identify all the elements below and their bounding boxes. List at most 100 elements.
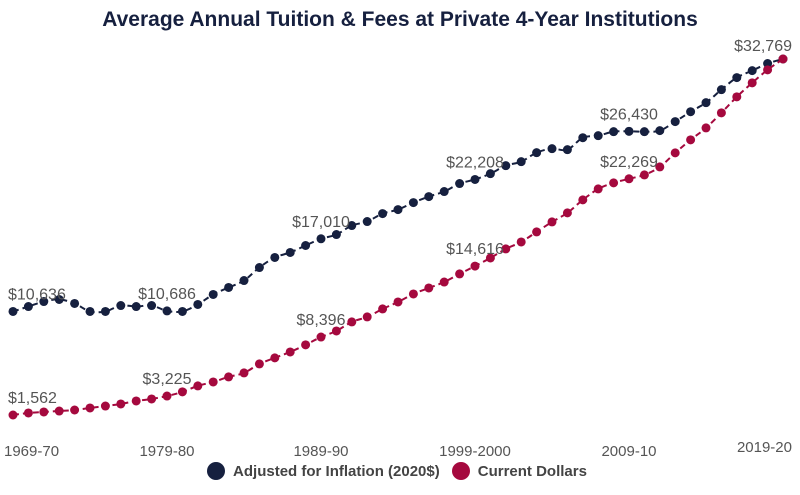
- point-current-dollars-1974-75[interactable]: [85, 403, 95, 413]
- point-inflation-adjusted-1994-95[interactable]: [393, 205, 403, 215]
- point-current-dollars-1980-81[interactable]: [177, 387, 187, 397]
- legend-item-current-dollars[interactable]: Current Dollars: [451, 462, 587, 480]
- point-current-dollars-1975-76[interactable]: [100, 401, 110, 411]
- point-current-dollars-1991-92[interactable]: [347, 317, 357, 327]
- point-inflation-adjusted-2010-11[interactable]: [639, 127, 649, 137]
- point-current-dollars-2014-15[interactable]: [701, 123, 711, 133]
- point-current-dollars-1983-84[interactable]: [224, 372, 234, 382]
- point-inflation-adjusted-1978-79[interactable]: [147, 301, 157, 311]
- point-current-dollars-1999-2000[interactable]: [470, 261, 480, 271]
- point-current-dollars-2013-14[interactable]: [686, 135, 696, 145]
- point-current-dollars-1987-88[interactable]: [285, 347, 295, 357]
- point-current-dollars-1985-86[interactable]: [254, 359, 264, 369]
- point-inflation-adjusted-1998-99[interactable]: [455, 179, 465, 189]
- point-inflation-adjusted-1999-2000[interactable]: [470, 174, 480, 184]
- point-current-dollars-2001-02[interactable]: [501, 244, 511, 254]
- point-current-dollars-2010-11[interactable]: [639, 170, 649, 180]
- point-inflation-adjusted-1981-82[interactable]: [193, 299, 203, 309]
- point-inflation-adjusted-1985-86[interactable]: [254, 263, 264, 273]
- point-inflation-adjusted-1996-97[interactable]: [424, 192, 434, 202]
- point-inflation-adjusted-1991-92[interactable]: [347, 221, 357, 231]
- point-inflation-adjusted-2017-18[interactable]: [747, 66, 757, 76]
- point-current-dollars-2005-06[interactable]: [562, 208, 572, 218]
- point-inflation-adjusted-1984-85[interactable]: [239, 276, 249, 286]
- point-inflation-adjusted-1970-71[interactable]: [23, 302, 33, 312]
- point-inflation-adjusted-1977-78[interactable]: [131, 302, 141, 312]
- point-inflation-adjusted-1980-81[interactable]: [177, 306, 187, 316]
- point-current-dollars-1969-70[interactable]: [8, 410, 18, 420]
- point-current-dollars-2015-16[interactable]: [716, 108, 726, 118]
- point-inflation-adjusted-2013-14[interactable]: [686, 107, 696, 117]
- point-inflation-adjusted-1979-80[interactable]: [162, 306, 172, 316]
- point-inflation-adjusted-1993-94[interactable]: [378, 209, 388, 219]
- point-inflation-adjusted-1973-74[interactable]: [70, 298, 80, 308]
- point-current-dollars-1998-99[interactable]: [455, 269, 465, 279]
- point-current-dollars-1977-78[interactable]: [131, 396, 141, 406]
- point-current-dollars-2000-01[interactable]: [485, 253, 495, 263]
- point-inflation-adjusted-1974-75[interactable]: [85, 306, 95, 316]
- point-inflation-adjusted-2007-08[interactable]: [593, 131, 603, 141]
- point-inflation-adjusted-1986-87[interactable]: [270, 252, 280, 262]
- point-current-dollars-1986-87[interactable]: [270, 353, 280, 363]
- point-current-dollars-1996-97[interactable]: [424, 283, 434, 293]
- point-current-dollars-1990-91[interactable]: [331, 326, 341, 336]
- point-current-dollars-2008-09[interactable]: [609, 178, 619, 188]
- point-inflation-adjusted-1990-91[interactable]: [331, 230, 341, 240]
- point-inflation-adjusted-2014-15[interactable]: [701, 98, 711, 108]
- point-current-dollars-2003-04[interactable]: [532, 227, 542, 237]
- point-current-dollars-1982-83[interactable]: [208, 377, 218, 387]
- point-current-dollars-2002-03[interactable]: [516, 237, 526, 247]
- point-inflation-adjusted-2002-03[interactable]: [516, 157, 526, 167]
- point-inflation-adjusted-1997-98[interactable]: [439, 187, 449, 197]
- point-inflation-adjusted-2000-01[interactable]: [485, 169, 495, 179]
- point-inflation-adjusted-2018-19[interactable]: [763, 59, 773, 69]
- point-inflation-adjusted-1983-84[interactable]: [224, 282, 234, 292]
- point-inflation-adjusted-2001-02[interactable]: [501, 161, 511, 171]
- point-current-dollars-2011-12[interactable]: [655, 162, 665, 172]
- point-inflation-adjusted-1995-96[interactable]: [408, 198, 418, 208]
- point-current-dollars-1989-90[interactable]: [316, 332, 326, 342]
- point-inflation-adjusted-1971-72[interactable]: [39, 297, 49, 307]
- point-current-dollars-2004-05[interactable]: [547, 217, 557, 227]
- point-inflation-adjusted-2011-12[interactable]: [655, 126, 665, 136]
- point-inflation-adjusted-1976-77[interactable]: [116, 301, 126, 311]
- point-inflation-adjusted-2008-09[interactable]: [609, 127, 619, 137]
- point-current-dollars-1992-93[interactable]: [362, 312, 372, 322]
- point-inflation-adjusted-1992-93[interactable]: [362, 217, 372, 227]
- point-current-dollars-2009-10[interactable]: [624, 174, 634, 184]
- point-current-dollars-1970-71[interactable]: [23, 408, 33, 418]
- point-inflation-adjusted-1987-88[interactable]: [285, 247, 295, 257]
- point-inflation-adjusted-1989-90[interactable]: [316, 234, 326, 244]
- point-current-dollars-1976-77[interactable]: [116, 399, 126, 409]
- point-current-dollars-1997-98[interactable]: [439, 277, 449, 287]
- point-inflation-adjusted-2009-10[interactable]: [624, 126, 634, 136]
- point-current-dollars-2006-07[interactable]: [578, 195, 588, 205]
- point-current-dollars-1973-74[interactable]: [70, 405, 80, 415]
- point-inflation-adjusted-2006-07[interactable]: [578, 133, 588, 143]
- point-current-dollars-1978-79[interactable]: [147, 394, 157, 404]
- point-current-dollars-1971-72[interactable]: [39, 407, 49, 417]
- point-inflation-adjusted-1975-76[interactable]: [100, 306, 110, 316]
- point-current-dollars-1979-80[interactable]: [162, 391, 172, 401]
- point-current-dollars-2017-18[interactable]: [747, 78, 757, 88]
- point-current-dollars-1993-94[interactable]: [378, 304, 388, 314]
- point-inflation-adjusted-2003-04[interactable]: [532, 148, 542, 158]
- point-inflation-adjusted-1972-73[interactable]: [54, 294, 64, 304]
- point-inflation-adjusted-1988-89[interactable]: [301, 241, 311, 251]
- point-inflation-adjusted-2005-06[interactable]: [562, 145, 572, 155]
- point-inflation-adjusted-2015-16[interactable]: [716, 85, 726, 95]
- point-current-dollars-2016-17[interactable]: [732, 92, 742, 102]
- point-inflation-adjusted-2004-05[interactable]: [547, 144, 557, 154]
- point-current-dollars-2019-20[interactable]: [778, 54, 788, 64]
- point-inflation-adjusted-2012-13[interactable]: [670, 117, 680, 127]
- point-inflation-adjusted-2016-17[interactable]: [732, 73, 742, 83]
- point-current-dollars-2012-13[interactable]: [670, 148, 680, 158]
- point-current-dollars-1988-89[interactable]: [301, 340, 311, 350]
- point-current-dollars-2018-19[interactable]: [763, 65, 773, 75]
- point-current-dollars-1995-96[interactable]: [408, 289, 418, 299]
- point-current-dollars-1984-85[interactable]: [239, 368, 249, 378]
- legend-item-inflation-adjusted[interactable]: Adjusted for Inflation (2020$): [207, 462, 440, 480]
- point-current-dollars-2007-08[interactable]: [593, 184, 603, 194]
- point-inflation-adjusted-1982-83[interactable]: [208, 289, 218, 299]
- point-inflation-adjusted-1969-70[interactable]: [8, 306, 18, 316]
